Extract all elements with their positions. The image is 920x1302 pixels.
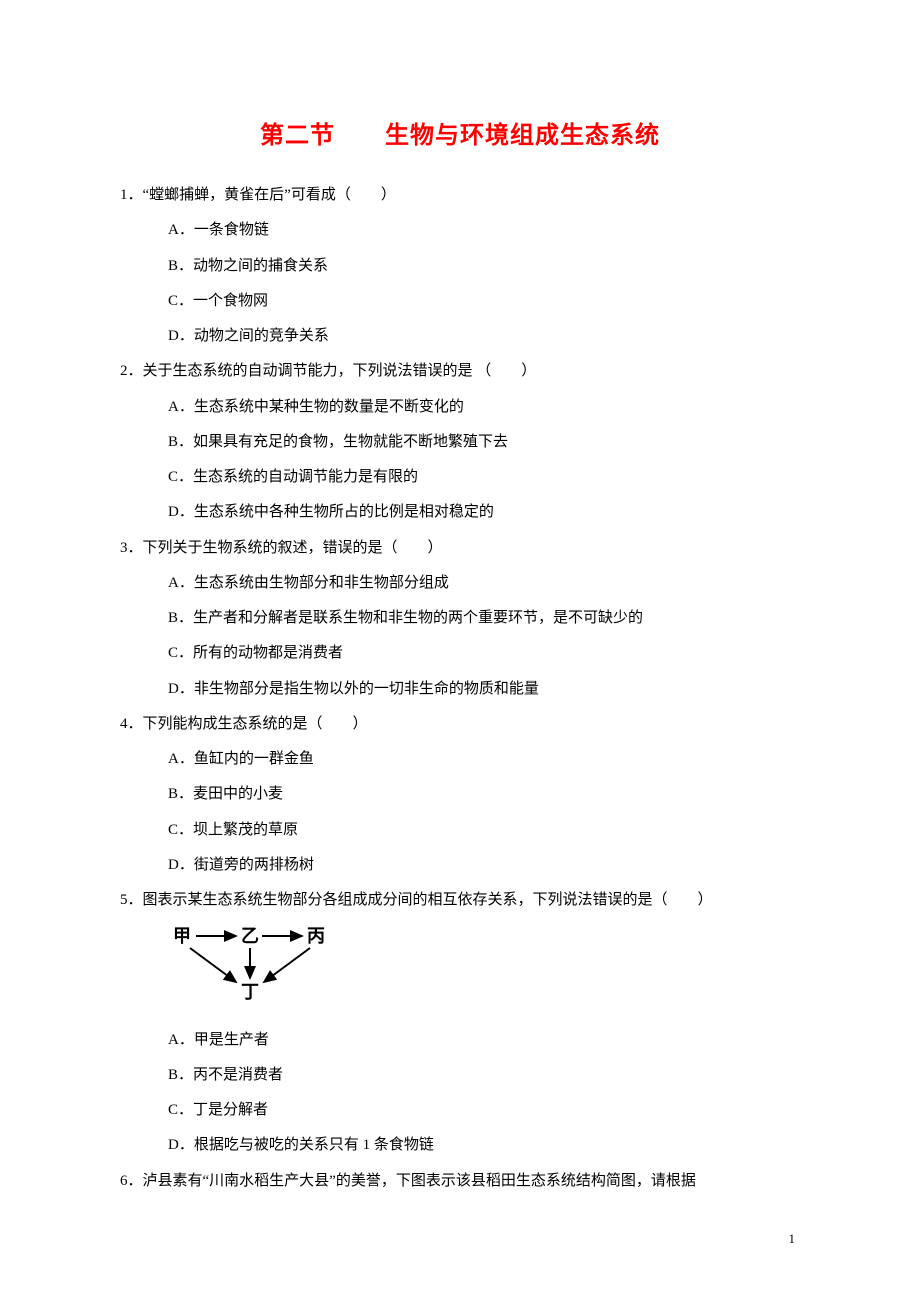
q1-opt-c: C．一个食物网 (168, 284, 800, 319)
q4-text: 下列能构成生态系统的是（ ） (143, 716, 368, 732)
q5-num: 5． (120, 892, 143, 908)
q6-text: 泸县素有“川南水稻生产大县”的美誉，下图表示该县稻田生态系统结构简图，请根据 (143, 1173, 696, 1189)
q5-diagram-wrap: 甲 乙 丙 丁 (120, 924, 800, 1018)
question-2: 2．关于生态系统的自动调节能力，下列说法错误的是 （ ） A．生态系统中某种生物… (120, 354, 800, 530)
q3-options: A．生态系统由生物部分和非生物部分组成 B．生产者和分解者是联系生物和非生物的两… (120, 566, 800, 707)
node-bing: 丙 (307, 926, 325, 946)
q4-stem: 4．下列能构成生态系统的是（ ） (120, 707, 800, 742)
node-yi: 乙 (241, 926, 259, 946)
question-1: 1．“螳螂捕蝉，黄雀在后”可看成（ ） A．一条食物链 B．动物之间的捕食关系 … (120, 178, 800, 354)
q3-opt-d: D．非生物部分是指生物以外的一切非生命的物质和能量 (168, 672, 800, 707)
q5-opt-d: D．根据吃与被吃的关系只有 1 条食物链 (168, 1128, 800, 1163)
q5-diagram: 甲 乙 丙 丁 (168, 924, 338, 1004)
q1-text: “螳螂捕蝉，黄雀在后”可看成（ ） (143, 187, 396, 203)
q1-num: 1． (120, 187, 143, 203)
q4-opt-b: B．麦田中的小麦 (168, 777, 800, 812)
q5-stem: 5．图表示某生态系统生物部分各组成成分间的相互依存关系，下列说法错误的是（ ） (120, 883, 800, 918)
q1-stem: 1．“螳螂捕蝉，黄雀在后”可看成（ ） (120, 178, 800, 213)
q4-num: 4． (120, 716, 143, 732)
document-page: 第二节 生物与环境组成生态系统 1．“螳螂捕蝉，黄雀在后”可看成（ ） A．一条… (0, 0, 920, 1302)
q2-stem: 2．关于生态系统的自动调节能力，下列说法错误的是 （ ） (120, 354, 800, 389)
question-3: 3．下列关于生物系统的叙述，错误的是（ ） A．生态系统由生物部分和非生物部分组… (120, 531, 800, 707)
question-4: 4．下列能构成生态系统的是（ ） A．鱼缸内的一群金鱼 B．麦田中的小麦 C．坝… (120, 707, 800, 883)
q4-opt-c: C．坝上繁茂的草原 (168, 813, 800, 848)
q1-options: A．一条食物链 B．动物之间的捕食关系 C．一个食物网 D．动物之间的竞争关系 (120, 213, 800, 354)
q4-opt-d: D．街道旁的两排杨树 (168, 848, 800, 883)
node-ding: 丁 (241, 982, 259, 1002)
q5-opt-a: A．甲是生产者 (168, 1023, 800, 1058)
page-number: 1 (789, 1231, 796, 1247)
q2-text: 关于生态系统的自动调节能力，下列说法错误的是 （ ） (143, 363, 537, 379)
question-list: 1．“螳螂捕蝉，黄雀在后”可看成（ ） A．一条食物链 B．动物之间的捕食关系 … (120, 178, 800, 1199)
node-jia: 甲 (173, 926, 191, 946)
q5-options: A．甲是生产者 B．丙不是消费者 C．丁是分解者 D．根据吃与被吃的关系只有 1… (120, 1023, 800, 1164)
q1-opt-b: B．动物之间的捕食关系 (168, 249, 800, 284)
q3-text: 下列关于生物系统的叙述，错误的是（ ） (143, 540, 443, 556)
q3-opt-c: C．所有的动物都是消费者 (168, 636, 800, 671)
question-6: 6．泸县素有“川南水稻生产大县”的美誉，下图表示该县稻田生态系统结构简图，请根据 (120, 1164, 800, 1199)
q4-options: A．鱼缸内的一群金鱼 B．麦田中的小麦 C．坝上繁茂的草原 D．街道旁的两排杨树 (120, 742, 800, 883)
q1-opt-d: D．动物之间的竞争关系 (168, 319, 800, 354)
q4-opt-a: A．鱼缸内的一群金鱼 (168, 742, 800, 777)
q2-options: A．生态系统中某种生物的数量是不断变化的 B．如果具有充足的食物，生物就能不断地… (120, 390, 800, 531)
q3-opt-b: B．生产者和分解者是联系生物和非生物的两个重要环节，是不可缺少的 (168, 601, 800, 636)
q1-opt-a: A．一条食物链 (168, 213, 800, 248)
q3-num: 3． (120, 540, 143, 556)
q2-opt-b: B．如果具有充足的食物，生物就能不断地繁殖下去 (168, 425, 800, 460)
q3-opt-a: A．生态系统由生物部分和非生物部分组成 (168, 566, 800, 601)
q5-opt-c: C．丁是分解者 (168, 1093, 800, 1128)
q2-opt-a: A．生态系统中某种生物的数量是不断变化的 (168, 390, 800, 425)
q2-opt-c: C．生态系统的自动调节能力是有限的 (168, 460, 800, 495)
q5-text: 图表示某生态系统生物部分各组成成分间的相互依存关系，下列说法错误的是（ ） (143, 892, 713, 908)
q2-num: 2． (120, 363, 143, 379)
q5-opt-b: B．丙不是消费者 (168, 1058, 800, 1093)
q6-num: 6． (120, 1173, 143, 1189)
q6-stem: 6．泸县素有“川南水稻生产大县”的美誉，下图表示该县稻田生态系统结构简图，请根据 (120, 1164, 800, 1199)
question-5: 5．图表示某生态系统生物部分各组成成分间的相互依存关系，下列说法错误的是（ ） (120, 883, 800, 1164)
q3-stem: 3．下列关于生物系统的叙述，错误的是（ ） (120, 531, 800, 566)
section-title: 第二节 生物与环境组成生态系统 (120, 115, 800, 150)
q2-opt-d: D．生态系统中各种生物所占的比例是相对稳定的 (168, 495, 800, 530)
